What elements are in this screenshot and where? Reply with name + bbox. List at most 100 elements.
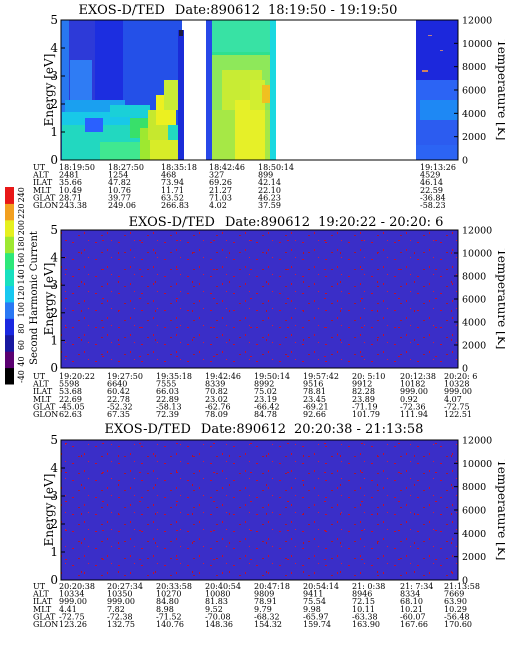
panel-3-y2tick-label: 8000 — [462, 482, 486, 493]
panel-3-table-cell: 4.41 — [59, 605, 77, 614]
panel-3-table-cell: 68.10 — [400, 597, 423, 606]
panel-1-table-cell: 63.52 — [161, 193, 184, 202]
colorbar-tick-label: 140 — [17, 269, 26, 284]
panel-1-title: EXOS-D/TED Date:890612 18:19:50 - 19:19:50 — [79, 3, 398, 18]
colorbar-tick-label: 220 — [17, 204, 26, 219]
colorbar-block — [5, 236, 14, 254]
panel-3-table-cell: 8.98 — [156, 605, 174, 614]
panel-1-table-cell: 11.71 — [161, 186, 184, 195]
panel-1-table-cell: 19:13:26 — [420, 163, 456, 172]
panel-2-table-cell: 23.02 — [205, 395, 228, 404]
panel-2-y2tick-label: 0 — [462, 364, 468, 375]
panel-3-ytick-label: 2 — [50, 517, 58, 531]
panel-3-table-cell: -65.97 — [303, 612, 329, 621]
panel-3-table-cell: 10080 — [205, 590, 230, 599]
colorbar-block — [5, 285, 14, 303]
panel-3-table-cell: -60.07 — [400, 612, 426, 621]
panel-1-spectrogram — [61, 20, 458, 160]
panel-1-ytick-label: 5 — [50, 13, 58, 27]
panel-1-table-cell: 249.06 — [108, 201, 136, 210]
panel-1-y2tick-label: 4000 — [462, 109, 486, 120]
panel-1-table-cell: 266.83 — [161, 201, 189, 210]
panel-3-table-cell: 20:20:38 — [59, 582, 95, 591]
panel-3-table-cell: 10270 — [156, 590, 181, 599]
panel-3-table-cell: 9.79 — [254, 605, 272, 614]
panel-2-table-cell: 75.02 — [254, 387, 277, 396]
panel-2-table-cell: 23.89 — [352, 395, 375, 404]
panel-3-table-row-header: ILAT — [33, 597, 53, 606]
panel-1-table-cell: 69.26 — [209, 178, 232, 187]
panel-1-table-cell: 18:27:50 — [108, 163, 144, 172]
panel-2-table-cell: -72.36 — [400, 402, 426, 411]
panel-2-table-cell: -62.76 — [205, 402, 231, 411]
panel-1-table-cell: 1254 — [108, 171, 128, 180]
panel-1-ytick-label: 2 — [50, 97, 58, 111]
panel-3-table-cell: 159.74 — [303, 620, 331, 629]
panel-2-table-cell: 22.69 — [59, 395, 82, 404]
colorbar-tick-label: 120 — [17, 286, 26, 301]
panel-2-table-cell: 6640 — [107, 380, 127, 389]
panel-1-table-cell: 10.76 — [108, 186, 131, 195]
panel-3-table-cell: 9809 — [254, 590, 274, 599]
panel-3-ytick-label: 1 — [50, 545, 58, 559]
panel-1-table-cell: -36.84 — [420, 193, 446, 202]
panel-2-table-cell: 111.94 — [400, 410, 428, 419]
panel-1-table-cell: 28.71 — [59, 193, 82, 202]
panel-1-y2tick-label: 6000 — [462, 86, 486, 97]
panel-3-table-cell: -56.48 — [444, 612, 470, 621]
panel-1-ytick-label: 0 — [50, 153, 58, 167]
panel-2-table-cell: 19:35:18 — [156, 372, 192, 381]
panel-1-table-cell: -58.23 — [420, 201, 446, 210]
panel-2-ytick-label: 2 — [50, 306, 58, 320]
colorbar-tick-label: 180 — [17, 236, 26, 251]
panel-3-table-cell: 63.90 — [444, 597, 467, 606]
panel-3-y2tick-label: 10000 — [462, 459, 492, 470]
panel-3-table-cell: 167.66 — [400, 620, 428, 629]
colorbar-block — [5, 367, 14, 385]
panel-2-table-cell: 8992 — [254, 380, 274, 389]
panel-3-table-cell: 78.91 — [254, 597, 277, 606]
colorbar-block — [5, 187, 14, 204]
panel-2-table-cell: 8339 — [205, 380, 225, 389]
panel-2-y-axis-label: Energy [eV] — [42, 263, 56, 336]
panel-2-table-cell: 82.28 — [352, 387, 375, 396]
colorbar-tick-label: -40 — [17, 370, 26, 383]
panel-1-table-cell: 73.94 — [161, 178, 184, 187]
panel-3-table-row-header: GLAT — [33, 612, 56, 621]
colorbar-tick-label: 240 — [17, 187, 26, 202]
panel-2-ytick-label: 1 — [50, 333, 58, 347]
panel-2-table-cell: 22.89 — [156, 395, 179, 404]
panel-3-y-axis-label: Energy [eV] — [42, 474, 56, 547]
colorbar-block — [5, 219, 14, 237]
panel-3-table-cell: -63.38 — [352, 612, 378, 621]
panel-3-y2tick-label: 4000 — [462, 529, 486, 540]
panel-2-table-row-header: MLT — [33, 395, 52, 404]
panel-1-table-row-header: GLON — [33, 201, 58, 210]
panel-2-table-cell: 62.63 — [59, 410, 82, 419]
panel-3-table-cell: 84.80 — [156, 597, 179, 606]
panel-2-table-cell: 78.09 — [205, 410, 228, 419]
panel-2-table-cell: 84.78 — [254, 410, 277, 419]
panel-1-table-row-header: MLT — [33, 186, 52, 195]
panel-1-table-row-header: ILAT — [33, 178, 53, 187]
panel-2-table-cell: 19:50:14 — [254, 372, 290, 381]
colorbar-block — [5, 301, 14, 319]
panel-1-table-cell: 18:19:50 — [59, 163, 95, 172]
panel-3-table-cell: 999.00 — [59, 597, 87, 606]
panel-3-table-cell: 21: 0:38 — [352, 582, 385, 591]
panel-1-table-cell: 243.38 — [59, 201, 87, 210]
panel-3-table-cell: 154.32 — [254, 620, 282, 629]
colorbar-tick-label: 100 — [17, 302, 26, 317]
panel-3-table-cell: 10334 — [59, 590, 84, 599]
colorbar-block — [5, 252, 14, 270]
panel-3-table-cell: 170.60 — [444, 620, 472, 629]
panel-2-y2tick-label: 8000 — [462, 272, 486, 283]
panel-1-table-row-header: ALT — [32, 171, 49, 180]
panel-2-table-cell: 66.03 — [156, 387, 179, 396]
panel-1-table-cell: 37.59 — [258, 201, 281, 210]
panel-3-table-cell: -68.32 — [254, 612, 280, 621]
panel-3-y2tick-label: 2000 — [462, 552, 486, 563]
panel-3-table-cell: 75.54 — [303, 597, 326, 606]
panel-2-table-cell: 9516 — [303, 380, 323, 389]
